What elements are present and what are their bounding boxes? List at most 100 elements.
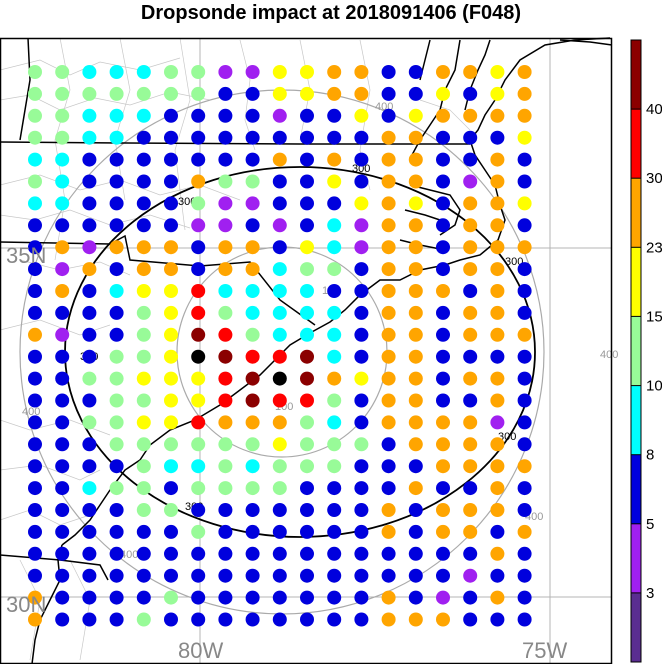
impact-dot bbox=[408, 305, 423, 320]
impact-dot bbox=[436, 130, 450, 145]
impact-dot bbox=[408, 196, 423, 211]
impact-dot bbox=[354, 152, 369, 167]
impact-dot bbox=[490, 327, 505, 342]
impact-dot bbox=[245, 86, 260, 101]
impact-dot bbox=[164, 130, 178, 145]
impact-dot bbox=[436, 393, 450, 408]
impact-dot bbox=[436, 305, 450, 320]
impact-dot bbox=[82, 568, 97, 583]
impact-dot bbox=[109, 503, 124, 517]
impact-dot bbox=[55, 546, 70, 561]
impact-dot bbox=[272, 174, 287, 189]
impact-dot bbox=[436, 503, 450, 517]
impact-dot bbox=[490, 130, 505, 145]
impact-dot bbox=[408, 393, 423, 408]
impact-dot bbox=[82, 437, 97, 452]
impact-dot bbox=[517, 130, 532, 145]
impact-dot bbox=[463, 218, 478, 233]
impact-dot bbox=[55, 503, 70, 517]
impact-dot bbox=[354, 174, 369, 189]
impact-dot bbox=[490, 65, 505, 79]
impact-dot bbox=[327, 590, 342, 605]
impact-dot bbox=[517, 262, 532, 277]
impact-dot bbox=[490, 415, 505, 430]
impact-dot bbox=[82, 108, 97, 123]
impact-dot bbox=[490, 437, 505, 452]
impact-dot bbox=[136, 393, 151, 408]
impact-dot bbox=[490, 86, 505, 101]
impact-dot bbox=[109, 393, 124, 408]
impact-dot bbox=[272, 546, 287, 561]
impact-dot bbox=[463, 196, 478, 211]
impact-dot bbox=[327, 218, 342, 233]
impact-dot bbox=[517, 65, 532, 79]
impact-dot bbox=[272, 305, 287, 320]
impact-dot bbox=[218, 262, 233, 277]
impact-dot bbox=[55, 196, 70, 211]
impact-dot bbox=[490, 152, 505, 167]
impact-dot bbox=[463, 415, 478, 430]
impact-dot bbox=[136, 349, 151, 364]
impact-dot bbox=[517, 590, 532, 605]
impact-dot bbox=[28, 327, 42, 342]
impact-dot bbox=[517, 284, 532, 298]
impact-dot bbox=[463, 284, 478, 298]
impact-dot bbox=[245, 437, 260, 452]
impact-dot bbox=[490, 524, 505, 539]
impact-dot bbox=[408, 174, 423, 189]
impact-dot bbox=[109, 86, 124, 101]
impact-dot bbox=[300, 262, 314, 277]
impact-dot bbox=[490, 371, 505, 386]
impact-dot bbox=[218, 240, 233, 255]
impact-dot bbox=[517, 349, 532, 364]
impact-dot bbox=[28, 612, 42, 627]
impact-dot bbox=[327, 371, 342, 386]
impact-dot bbox=[164, 546, 178, 561]
impact-dot bbox=[463, 590, 478, 605]
impact-dot bbox=[517, 481, 532, 496]
impact-dot bbox=[381, 459, 396, 474]
impact-dot bbox=[272, 349, 287, 364]
impact-dot bbox=[218, 349, 233, 364]
impact-dot bbox=[109, 327, 124, 342]
impact-dot bbox=[463, 459, 478, 474]
impact-dot bbox=[136, 481, 151, 496]
impact-dot bbox=[109, 415, 124, 430]
impact-dot bbox=[381, 108, 396, 123]
impact-dot bbox=[28, 371, 42, 386]
impact-dot bbox=[218, 130, 233, 145]
impact-dot bbox=[517, 546, 532, 561]
impact-dot bbox=[300, 546, 314, 561]
impact-dot bbox=[136, 174, 151, 189]
impact-dot bbox=[218, 174, 233, 189]
impact-dot bbox=[354, 327, 369, 342]
impact-dot bbox=[55, 524, 70, 539]
impact-dot bbox=[327, 327, 342, 342]
impact-dot bbox=[164, 305, 178, 320]
impact-dot bbox=[28, 393, 42, 408]
lon-label-75w: 75W bbox=[522, 638, 567, 663]
impact-dot bbox=[436, 152, 450, 167]
impact-dot bbox=[381, 262, 396, 277]
impact-dot bbox=[245, 349, 260, 364]
impact-dot bbox=[490, 612, 505, 627]
impact-dot bbox=[300, 612, 314, 627]
impact-dot bbox=[55, 65, 70, 79]
impact-dot bbox=[436, 262, 450, 277]
impact-dot bbox=[164, 568, 178, 583]
impact-dot bbox=[55, 590, 70, 605]
impact-dot bbox=[55, 393, 70, 408]
impact-dot bbox=[490, 196, 505, 211]
impact-dot bbox=[218, 371, 233, 386]
impact-dot bbox=[436, 546, 450, 561]
impact-dot bbox=[191, 65, 206, 79]
impact-dot bbox=[463, 481, 478, 496]
impact-dot bbox=[28, 130, 42, 145]
impact-dot bbox=[245, 65, 260, 79]
impact-dot bbox=[517, 503, 532, 517]
impact-dot bbox=[28, 503, 42, 517]
impact-dot bbox=[381, 284, 396, 298]
colorbar-segment bbox=[631, 385, 641, 455]
impact-dot bbox=[517, 524, 532, 539]
impact-dot bbox=[136, 262, 151, 277]
